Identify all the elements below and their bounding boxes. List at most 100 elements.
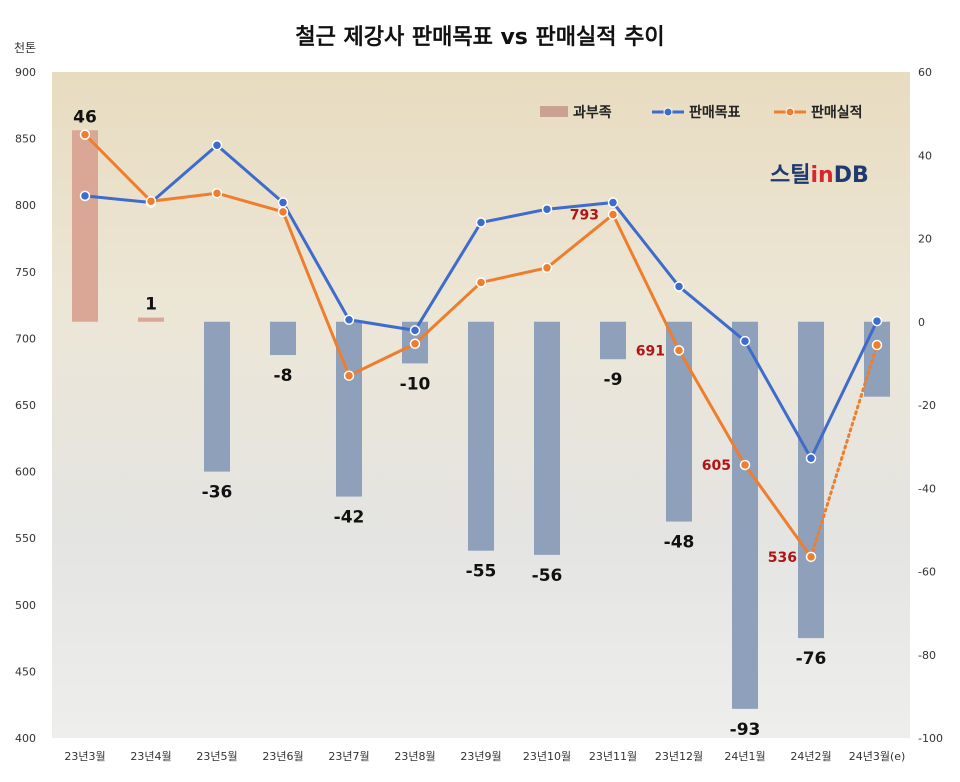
shortfall-bar: [468, 321, 494, 551]
x-tick-label: 23년10월: [523, 750, 571, 763]
series-point: [607, 209, 619, 220]
x-tick-label: 23년4월: [130, 750, 171, 763]
shortfall-bar-label: -9: [604, 370, 623, 390]
series-point: [211, 187, 223, 199]
series-line-forecast: [809, 343, 879, 559]
series-line: [83, 133, 813, 558]
series-point: [79, 190, 91, 202]
shortfall-bar: [138, 317, 164, 322]
shortfall-bar-label: -36: [202, 483, 233, 503]
shortfall-bar: [204, 321, 230, 472]
y-right-tick-label: -60: [918, 566, 936, 579]
y-left-tick-label: 700: [15, 332, 36, 345]
series-point: [145, 195, 157, 207]
target-line-series: [79, 140, 883, 464]
series-point: [739, 335, 751, 347]
series-point: [409, 338, 421, 349]
shortfall-bar: [72, 130, 98, 322]
x-tick-label: 23년9월: [460, 750, 501, 763]
brand-logo-part1: 스틸: [770, 163, 810, 188]
shortfall-bar-label: -10: [400, 374, 431, 394]
shortfall-bar-label: -56: [532, 566, 563, 586]
series-point: [871, 315, 883, 327]
y-right-tick-label: 40: [918, 149, 932, 162]
y-left-tick-label: 850: [15, 133, 36, 146]
y-left-tick-label: 650: [15, 399, 36, 412]
series-point: [805, 551, 817, 563]
series-point: [805, 453, 817, 464]
legend-label-actual: 판매실적: [811, 104, 863, 121]
x-tick-label: 23년11월: [589, 750, 637, 763]
shortfall-bar-label: -8: [274, 366, 293, 386]
brand-logo-part3: DB: [834, 163, 869, 188]
legend-swatch-shortfall: [540, 106, 568, 117]
shortfall-bar: [336, 321, 362, 497]
brand-logo: 스틸inDB: [770, 163, 869, 188]
x-tick-label: 23년8월: [394, 750, 435, 763]
shortfall-bar-label: -42: [334, 508, 365, 528]
series-point: [673, 281, 685, 292]
shortfall-bar: [798, 321, 824, 639]
x-tick-label: 23년12월: [655, 750, 703, 763]
shortfall-bar: [732, 321, 758, 709]
legend-marker-actual: [785, 107, 795, 117]
series-point: [79, 129, 91, 140]
legend-marker-target: [663, 107, 673, 117]
shortfall-bar-label: 1: [145, 295, 157, 315]
y-right-axis: -100 -80 -60 -40 -20 0 20 40 60: [918, 66, 943, 745]
brand-logo-text: 스틸inDB: [770, 163, 869, 188]
y-left-tick-label: 450: [15, 665, 36, 678]
shortfall-bar-label: -93: [730, 720, 761, 740]
y-right-tick-label: -80: [918, 649, 936, 662]
bar-labels: 46 1 -36 -8 -42 -10 -55 -56 -9 -48 -93 -76: [73, 107, 826, 740]
series-point: [673, 345, 685, 356]
actual-labels: 793 691 605 536: [570, 208, 797, 566]
series-point: [475, 217, 487, 228]
series-point: [277, 197, 289, 208]
y-right-tick-label: -40: [918, 482, 936, 495]
brand-logo-part2: in: [810, 163, 833, 188]
y-right-tick-label: -100: [918, 732, 943, 745]
shortfall-bar-label: -55: [466, 562, 497, 582]
series-point: [409, 325, 421, 336]
y-left-tick-label: 550: [15, 532, 36, 545]
x-axis: 23년3월 23년4월 23년5월 23년6월 23년7월 23년8월 23년9월 23년10…: [64, 750, 905, 763]
actual-value-label: 691: [636, 343, 665, 359]
actual-value-label: 793: [570, 208, 599, 224]
y-left-tick-label: 500: [15, 599, 36, 612]
x-tick-label: 23년6월: [262, 750, 303, 763]
y-right-tick-label: 60: [918, 66, 932, 79]
x-tick-label: 23년3월: [64, 750, 105, 763]
x-tick-label: 24년1월: [724, 750, 765, 763]
x-tick-label: 24년3월(e): [849, 750, 906, 763]
legend-label-shortfall: 과부족: [573, 105, 612, 121]
legend-label-target: 판매목표: [689, 105, 741, 121]
series-point: [277, 206, 289, 218]
series-point: [541, 203, 553, 215]
chart-title: 철근 제강사 판매목표 vs 판매실적 추이: [295, 25, 664, 50]
actual-line-series: [79, 129, 883, 563]
actual-value-label: 605: [702, 458, 731, 474]
shortfall-bar: [864, 321, 890, 397]
y-right-tick-label: -20: [918, 399, 936, 412]
x-tick-label: 23년5월: [196, 750, 237, 763]
y-left-tick-label: 900: [15, 66, 36, 79]
shortfall-bar-label: -76: [796, 649, 827, 669]
series-point: [871, 339, 883, 351]
shortfall-bar: [534, 321, 560, 555]
x-tick-label: 24년2월: [790, 750, 831, 763]
series-point: [607, 197, 619, 208]
shortfall-bar: [270, 321, 296, 356]
shortfall-bar-label: -48: [664, 533, 695, 553]
series-point: [211, 140, 223, 151]
x-tick-label: 23년7월: [328, 750, 369, 763]
y-left-tick-label: 800: [15, 199, 36, 212]
y-right-tick-label: 20: [918, 233, 932, 246]
shortfall-bar-label: 46: [73, 107, 97, 127]
series-point: [739, 459, 751, 471]
y-left-tick-label: 600: [15, 466, 36, 479]
y-left-unit-label: 천톤: [14, 40, 36, 55]
series-point: [475, 277, 487, 288]
